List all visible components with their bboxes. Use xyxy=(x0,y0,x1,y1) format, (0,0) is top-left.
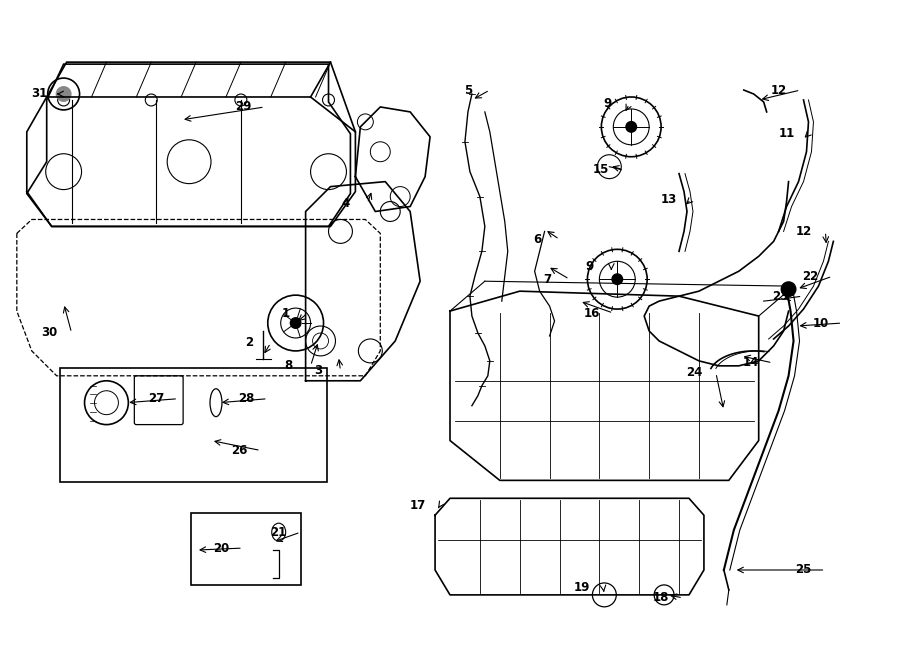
Text: 11: 11 xyxy=(778,128,795,140)
Text: 8: 8 xyxy=(284,360,292,372)
Text: 23: 23 xyxy=(772,290,788,303)
Text: 16: 16 xyxy=(583,307,599,319)
Text: 5: 5 xyxy=(464,83,472,97)
Text: 19: 19 xyxy=(573,582,590,594)
Text: 12: 12 xyxy=(796,225,812,238)
Text: 14: 14 xyxy=(742,356,759,369)
Text: 28: 28 xyxy=(238,392,254,405)
Text: 9: 9 xyxy=(603,97,611,110)
Text: 6: 6 xyxy=(534,233,542,246)
Text: 17: 17 xyxy=(410,499,427,512)
Text: 13: 13 xyxy=(661,193,677,206)
Text: 9: 9 xyxy=(585,260,593,273)
Text: 10: 10 xyxy=(813,317,829,330)
Text: 31: 31 xyxy=(32,87,48,100)
Text: 22: 22 xyxy=(803,270,819,283)
Text: 15: 15 xyxy=(593,163,609,176)
Circle shape xyxy=(780,281,796,297)
Text: 27: 27 xyxy=(148,392,165,405)
Circle shape xyxy=(56,86,72,102)
Text: 25: 25 xyxy=(796,563,812,576)
Circle shape xyxy=(290,317,302,329)
Text: 21: 21 xyxy=(271,525,287,539)
Text: 29: 29 xyxy=(235,100,251,114)
Text: 18: 18 xyxy=(652,592,670,604)
Text: 2: 2 xyxy=(245,336,253,350)
Text: 26: 26 xyxy=(230,444,248,457)
Text: 12: 12 xyxy=(770,83,787,97)
Circle shape xyxy=(626,121,637,133)
Text: 20: 20 xyxy=(212,541,230,555)
Text: 4: 4 xyxy=(341,197,349,210)
Circle shape xyxy=(611,273,624,285)
Text: 7: 7 xyxy=(544,273,552,286)
Bar xyxy=(191,513,301,585)
Text: 1: 1 xyxy=(282,307,290,319)
Text: 24: 24 xyxy=(686,366,702,379)
Bar xyxy=(59,368,327,483)
Text: 30: 30 xyxy=(41,327,58,340)
Text: 3: 3 xyxy=(314,364,322,377)
